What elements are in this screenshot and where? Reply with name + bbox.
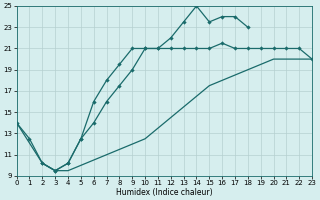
X-axis label: Humidex (Indice chaleur): Humidex (Indice chaleur) [116, 188, 213, 197]
